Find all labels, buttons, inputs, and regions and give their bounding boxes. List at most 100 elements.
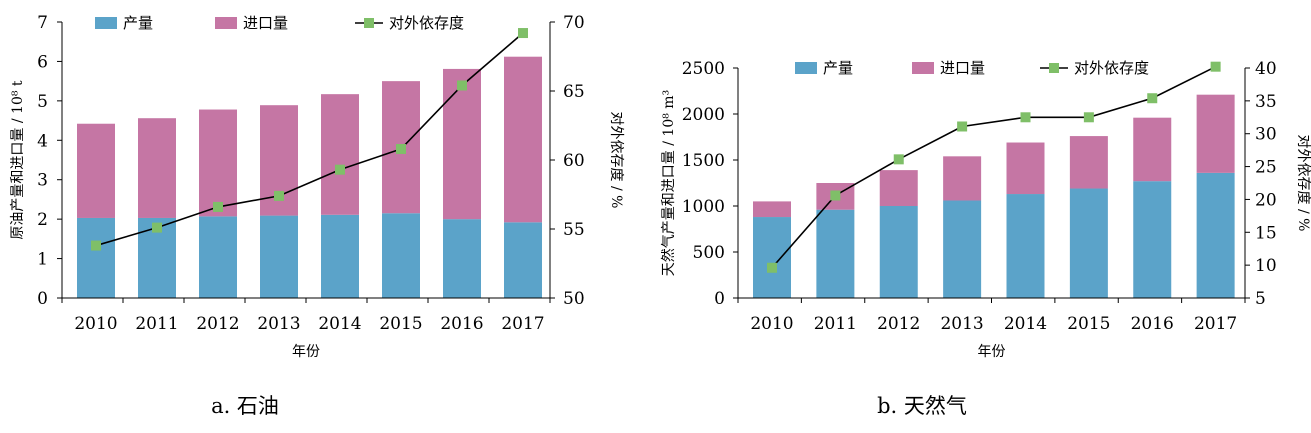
legend-label-production: 产量 [123, 14, 153, 32]
bar-production-2017 [504, 222, 542, 298]
marker-dependence-2010 [767, 262, 777, 273]
legend: 产量 进口量 对外依存度 [795, 59, 1149, 77]
line-dependence [95, 32, 524, 247]
marker-dependence-2015 [1083, 112, 1094, 123]
bar-imports-2010 [753, 201, 791, 218]
y-tick-label: 2500 [682, 59, 725, 79]
x-tick-label: 2014 [1004, 314, 1047, 334]
y-tick-label: 2 [37, 210, 48, 230]
bar-imports-2015 [1069, 136, 1108, 189]
x-tick-label: 2012 [196, 314, 239, 334]
line-dependence [771, 65, 1216, 269]
chart-caption: a. 石油 [211, 394, 279, 418]
y2-tick-label: 60 [563, 151, 585, 171]
x-tick-label: 2013 [940, 314, 983, 334]
bar-imports-2014 [1006, 142, 1045, 195]
y-tick-label: 7 [37, 13, 48, 33]
chart-caption: b. 天然气 [877, 394, 967, 418]
bar-production-2012 [879, 206, 918, 298]
bar-production-2015 [1069, 188, 1108, 298]
y-tick-label: 0 [37, 289, 48, 309]
bar-imports-2017 [504, 56, 542, 223]
x-tick-label: 2017 [501, 314, 544, 334]
y2-tick-label: 20 [1255, 190, 1277, 210]
legend-swatch-dependence-marker [1049, 63, 1059, 73]
y2-tick-label: 25 [1255, 158, 1277, 178]
y2-tick-label: 5 [1255, 289, 1266, 309]
marker-dependence-2013 [957, 121, 968, 132]
x-tick-label: 2015 [1067, 314, 1110, 334]
bar-imports-2017 [1196, 94, 1235, 173]
bar-production-2014 [321, 214, 359, 298]
chart-panel-oil: 0 1 2 3 4 5 6 7 50 55 60 65 70 2010 2011 2012 2013 2014 20… [10, 13, 624, 418]
bar-production-2011 [816, 209, 855, 298]
y-axis-title: 原油产量和进口量 / 10⁸ t [10, 80, 26, 239]
marker-dependence-2016 [457, 80, 467, 91]
x-tick-label: 2016 [440, 314, 483, 334]
legend-swatch-dependence-marker [364, 18, 374, 28]
y2-tick-label: 35 [1255, 92, 1277, 112]
marker-dependence-2014 [335, 164, 345, 175]
legend-swatch-production [95, 17, 117, 29]
x-tick-label: 2017 [1194, 314, 1237, 334]
legend-label-imports: 进口量 [940, 59, 985, 77]
legend-label-dependence: 对外依存度 [1074, 59, 1149, 77]
legend-swatch-imports [912, 62, 934, 74]
y-tick-label: 4 [37, 131, 48, 151]
y-axis-title: 天然气产量和进口量 / 10⁸ m³ [660, 90, 677, 276]
x-tick-label: 2011 [814, 314, 857, 334]
bar-production-2013 [943, 200, 982, 298]
legend-label-production: 产量 [823, 59, 853, 77]
marker-dependence-2015 [396, 143, 406, 154]
y2-tick-label: 15 [1255, 223, 1277, 243]
marker-dependence-2013 [274, 190, 284, 201]
y-tick-label: 5 [37, 92, 48, 112]
bar-production-2010 [753, 217, 791, 298]
bar-production-2015 [382, 213, 420, 298]
y2-tick-label: 30 [1255, 125, 1277, 145]
y2-tick-label: 65 [563, 82, 585, 102]
marker-dependence-2012 [213, 201, 223, 212]
legend: 产量 进口量 对外依存度 [95, 14, 464, 32]
marker-dependence-2016 [1147, 93, 1158, 104]
legend-label-dependence: 对外依存度 [389, 14, 464, 32]
marker-dependence-2017 [518, 28, 528, 39]
marker-dependence-2012 [893, 154, 904, 165]
y-tick-label: 3 [37, 171, 48, 191]
y2-axis-title: 对外依存度 / % [608, 112, 624, 209]
marker-dependence-2017 [1210, 61, 1221, 72]
y-tick-label: 1 [37, 250, 48, 270]
bar-imports-2010 [77, 123, 115, 218]
marker-dependence-2010 [91, 240, 101, 251]
bar-imports-2016 [443, 68, 481, 220]
marker-dependence-2014 [1020, 112, 1031, 123]
x-axis-title: 年份 [292, 344, 320, 360]
y-tick-label: 1000 [682, 197, 725, 217]
bar-imports-2012 [199, 109, 237, 217]
x-tick-label: 2010 [750, 314, 793, 334]
y2-tick-label: 70 [563, 13, 585, 33]
legend-label-imports: 进口量 [243, 14, 288, 32]
x-tick-label: 2016 [1131, 314, 1174, 334]
y2-tick-label: 50 [563, 289, 585, 309]
bar-production-2012 [199, 216, 237, 298]
bar-imports-2011 [138, 118, 176, 218]
x-tick-label: 2014 [318, 314, 361, 334]
x-tick-label: 2011 [135, 314, 178, 334]
y2-tick-label: 55 [563, 220, 585, 240]
y-tick-label: 1500 [682, 151, 725, 171]
bar-production-2013 [260, 215, 298, 298]
bar-production-2016 [443, 219, 481, 298]
marker-dependence-2011 [830, 190, 841, 201]
marker-dependence-2011 [152, 222, 162, 233]
bar-imports-2016 [1133, 117, 1172, 182]
legend-swatch-production [795, 62, 817, 74]
chart-panel-gas: 0 500 1000 1500 2000 2500 5 10 15 20 25 30 35 40 2010 2… [660, 59, 1311, 418]
y-tick-label: 2000 [682, 105, 725, 125]
bar-production-2014 [1006, 194, 1045, 298]
y-tick-label: 0 [714, 289, 725, 309]
y-tick-label: 6 [37, 52, 48, 72]
x-tick-label: 2010 [74, 314, 117, 334]
legend-swatch-imports [215, 17, 237, 29]
